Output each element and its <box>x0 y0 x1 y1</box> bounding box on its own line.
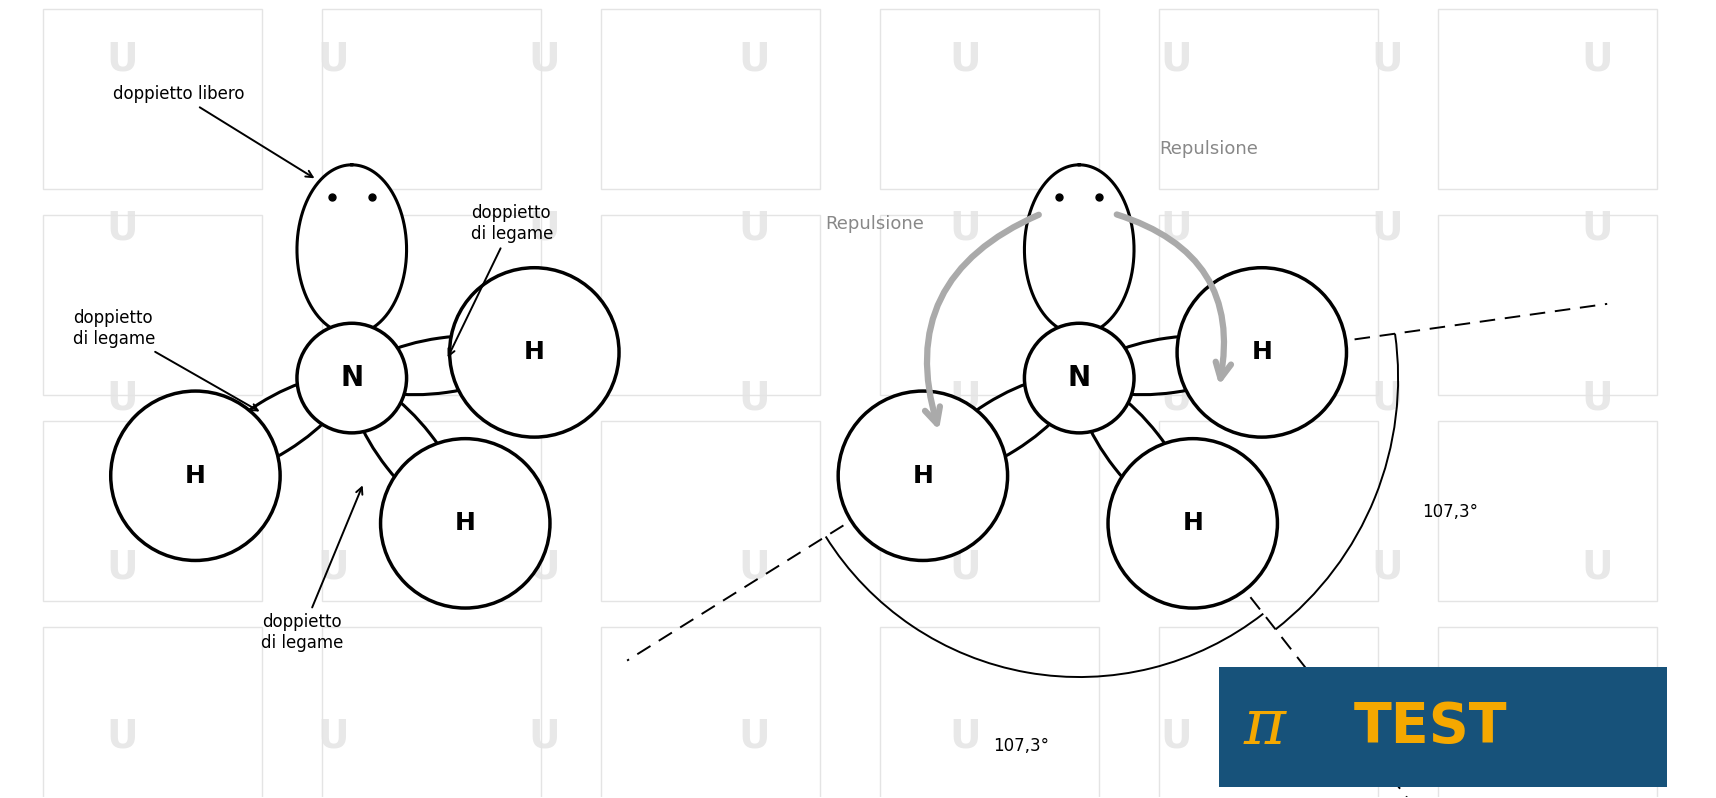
Text: doppietto libero: doppietto libero <box>113 85 312 177</box>
Text: N: N <box>1067 364 1091 392</box>
Text: U: U <box>949 548 982 587</box>
Text: U: U <box>1160 548 1193 587</box>
Ellipse shape <box>353 384 463 518</box>
Ellipse shape <box>202 377 345 476</box>
Text: U: U <box>317 210 348 247</box>
Text: U: U <box>1371 210 1402 247</box>
Text: U: U <box>529 379 559 417</box>
Text: U: U <box>317 40 348 78</box>
Text: U: U <box>106 548 139 587</box>
Text: 107,3°: 107,3° <box>1423 504 1477 521</box>
Text: U: U <box>1160 40 1193 78</box>
Text: 107,3°: 107,3° <box>994 737 1048 755</box>
Text: U: U <box>1582 718 1613 756</box>
Ellipse shape <box>362 336 525 395</box>
Text: U: U <box>949 718 982 756</box>
Text: U: U <box>106 718 139 756</box>
Text: U: U <box>529 548 559 587</box>
Text: U: U <box>1582 40 1613 78</box>
Text: U: U <box>106 40 139 78</box>
Polygon shape <box>297 165 407 334</box>
Text: U: U <box>1582 210 1613 247</box>
Text: U: U <box>949 379 982 417</box>
Text: U: U <box>949 40 982 78</box>
Text: U: U <box>740 40 770 78</box>
Circle shape <box>837 391 1007 560</box>
Circle shape <box>381 439 549 608</box>
Text: U: U <box>1371 379 1402 417</box>
Text: U: U <box>106 210 139 247</box>
Text: U: U <box>1371 718 1402 756</box>
Ellipse shape <box>1090 336 1253 395</box>
Circle shape <box>297 323 407 433</box>
Text: H: H <box>185 464 206 488</box>
Text: U: U <box>529 40 559 78</box>
Circle shape <box>450 267 619 437</box>
Text: U: U <box>529 718 559 756</box>
Text: H: H <box>523 341 544 365</box>
Text: doppietto
di legame: doppietto di legame <box>261 488 362 652</box>
Circle shape <box>1024 323 1134 433</box>
Text: TEST: TEST <box>1354 700 1507 754</box>
Text: U: U <box>1371 40 1402 78</box>
Text: U: U <box>1582 548 1613 587</box>
Text: N: N <box>340 364 364 392</box>
Ellipse shape <box>1081 384 1191 518</box>
Text: doppietto
di legame: doppietto di legame <box>72 309 257 410</box>
Text: U: U <box>1582 379 1613 417</box>
Circle shape <box>1177 267 1347 437</box>
Text: U: U <box>740 210 770 247</box>
Text: U: U <box>317 718 348 756</box>
Text: H: H <box>1251 341 1272 365</box>
Text: U: U <box>1160 379 1193 417</box>
Text: U: U <box>106 379 139 417</box>
Text: π: π <box>1244 696 1285 757</box>
Text: H: H <box>455 512 475 535</box>
Text: U: U <box>949 210 982 247</box>
Text: U: U <box>740 548 770 587</box>
FancyBboxPatch shape <box>1218 667 1668 787</box>
Text: Repulsione: Repulsione <box>825 215 923 232</box>
Text: U: U <box>529 210 559 247</box>
Polygon shape <box>1024 165 1134 334</box>
Ellipse shape <box>930 377 1072 476</box>
Text: doppietto
di legame: doppietto di legame <box>448 204 554 356</box>
Text: U: U <box>317 548 348 587</box>
Circle shape <box>112 391 280 560</box>
Text: U: U <box>317 379 348 417</box>
Text: U: U <box>1371 548 1402 587</box>
Text: U: U <box>1160 718 1193 756</box>
Text: U: U <box>740 718 770 756</box>
Text: Repulsione: Repulsione <box>1158 140 1258 158</box>
Text: U: U <box>1160 210 1193 247</box>
Text: U: U <box>740 379 770 417</box>
Text: H: H <box>1182 512 1203 535</box>
Text: H: H <box>913 464 934 488</box>
Circle shape <box>1109 439 1277 608</box>
